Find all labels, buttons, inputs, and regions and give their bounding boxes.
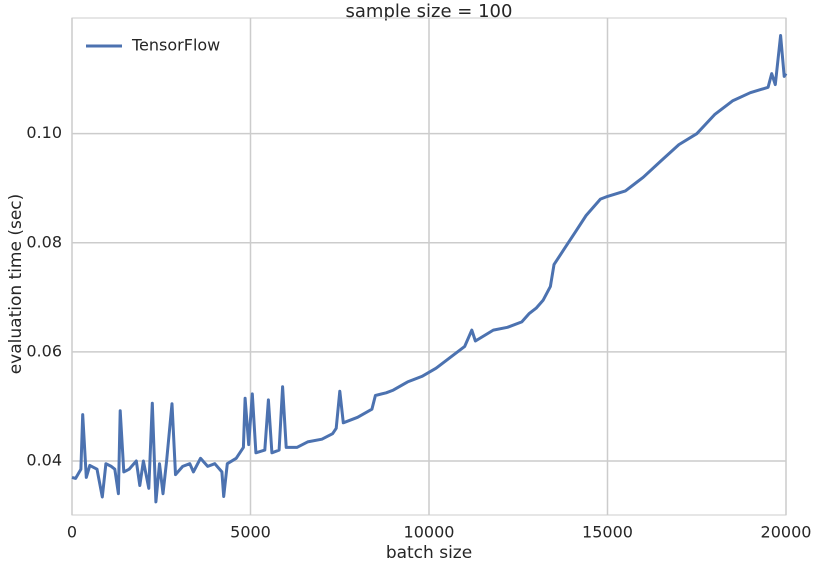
chart-title: sample size = 100 xyxy=(346,1,513,22)
plot-frame xyxy=(71,17,787,516)
legend-label: TensorFlow xyxy=(131,36,220,55)
data-line xyxy=(71,34,788,504)
y-tick-label: 0.04 xyxy=(26,450,62,469)
x-tick-label: 15000 xyxy=(582,523,633,542)
x-tick-label: 10000 xyxy=(404,523,455,542)
y-tick-label: 0.06 xyxy=(26,341,62,360)
x-axis-label: batch size xyxy=(386,543,472,563)
x-tick-label: 20000 xyxy=(761,523,812,542)
y-tick-label: 0.10 xyxy=(26,123,62,142)
y-axis-label: evaluation time (sec) xyxy=(6,194,26,375)
x-tick-label: 0 xyxy=(67,523,77,542)
x-tick-label: 5000 xyxy=(230,523,271,542)
y-tick-label: 0.08 xyxy=(26,232,62,251)
